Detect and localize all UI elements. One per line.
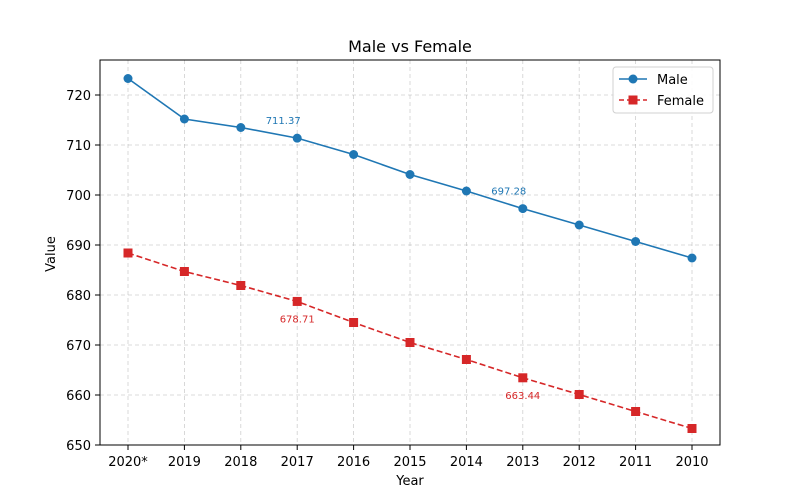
data-label: 678.71 xyxy=(280,314,315,325)
y-tick-label: 710 xyxy=(66,139,91,154)
data-point xyxy=(179,114,189,124)
data-point xyxy=(574,390,584,399)
x-tick-label: 2012 xyxy=(563,455,596,470)
data-point xyxy=(349,150,359,159)
data-point xyxy=(236,281,246,290)
x-tick-label: 2016 xyxy=(337,455,370,470)
chart-title: Male vs Female xyxy=(348,37,472,56)
data-point xyxy=(631,407,641,416)
data-point xyxy=(518,373,528,383)
grid xyxy=(100,60,720,446)
y-tick-label: 650 xyxy=(66,439,91,454)
y-tick-label: 720 xyxy=(66,89,91,104)
series-female xyxy=(123,248,697,433)
x-tick-label: 2011 xyxy=(619,455,652,470)
data-point xyxy=(631,237,641,246)
y-tick-label: 660 xyxy=(66,389,91,404)
axes: 2020* 2019 2018 2017 2016 2015 2014 2013 2012 201… xyxy=(66,59,721,470)
data-point xyxy=(687,424,697,433)
x-tick-label: 2013 xyxy=(506,455,539,470)
data-point xyxy=(405,338,415,347)
data-point xyxy=(292,296,302,306)
x-tick-label: 2014 xyxy=(450,455,483,470)
series-male xyxy=(123,74,697,263)
y-tick-label: 690 xyxy=(66,239,91,254)
data-label: 663.44 xyxy=(505,391,540,402)
x-axis-label: Year xyxy=(395,474,424,489)
data-point xyxy=(461,355,471,364)
data-point xyxy=(236,123,246,132)
legend-label: Female xyxy=(657,94,704,109)
data-point xyxy=(123,74,133,83)
y-tick-label: 670 xyxy=(66,339,91,354)
data-point xyxy=(123,248,133,258)
x-tick-label: 2015 xyxy=(393,455,426,470)
x-tick-label: 2018 xyxy=(224,455,257,470)
data-point xyxy=(349,318,359,327)
data-label: 697.28 xyxy=(491,187,526,198)
y-tick-label: 700 xyxy=(66,189,91,204)
data-point xyxy=(405,170,415,179)
x-tick-label: 2019 xyxy=(168,455,201,470)
legend: Male Female xyxy=(612,66,714,114)
data-point xyxy=(461,186,471,196)
x-tick-label: 2020* xyxy=(108,455,148,470)
annotations: 711.37 697.28 678.71 663.44 xyxy=(266,116,541,402)
x-tick-label: 2017 xyxy=(281,455,314,470)
data-label: 711.37 xyxy=(266,116,301,127)
legend-marker xyxy=(628,95,638,105)
data-point xyxy=(518,204,528,214)
legend-label: Male xyxy=(657,73,688,88)
data-point xyxy=(179,267,189,276)
data-point xyxy=(574,220,584,230)
legend-marker xyxy=(628,74,638,84)
series-layer xyxy=(123,74,697,433)
y-axis-label: Value xyxy=(44,236,59,272)
data-point xyxy=(687,253,697,263)
data-point xyxy=(292,133,302,143)
y-tick-label: 680 xyxy=(66,289,91,304)
x-tick-label: 2010 xyxy=(675,455,708,470)
